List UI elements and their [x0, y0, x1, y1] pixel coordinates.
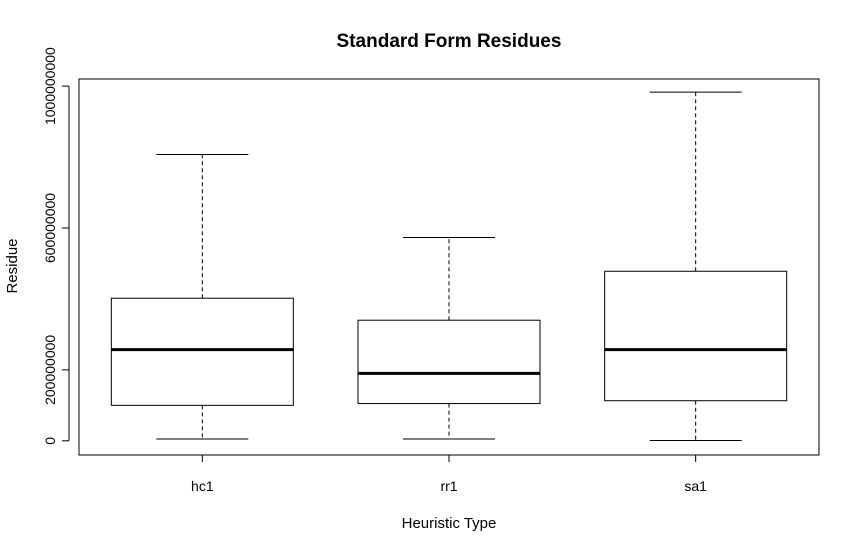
x-axis-label: Heuristic Type	[402, 515, 497, 532]
x-tick-label: rr1	[440, 478, 457, 494]
x-tick-label: hc1	[191, 478, 214, 494]
y-tick-label: 600000000	[42, 193, 58, 263]
chart-title: Standard Form Residues	[337, 31, 562, 52]
iqr-box	[604, 270, 788, 402]
y-axis-label: Residue	[4, 238, 21, 293]
y-tick-label: 1000000000	[42, 47, 58, 125]
x-axis: hc1 rr1 sa1	[191, 454, 707, 494]
box-hc1	[110, 154, 294, 440]
y-tick-label: 200000000	[42, 335, 58, 405]
y-axis: 0 200000000 600000000 1000000000	[42, 47, 70, 445]
iqr-box	[110, 297, 294, 406]
boxes	[110, 91, 788, 441]
y-tick-label: 0	[42, 437, 58, 445]
box-rr1	[357, 237, 541, 440]
x-tick-label: sa1	[684, 478, 707, 494]
iqr-box	[357, 319, 541, 405]
box-sa1	[604, 91, 788, 441]
